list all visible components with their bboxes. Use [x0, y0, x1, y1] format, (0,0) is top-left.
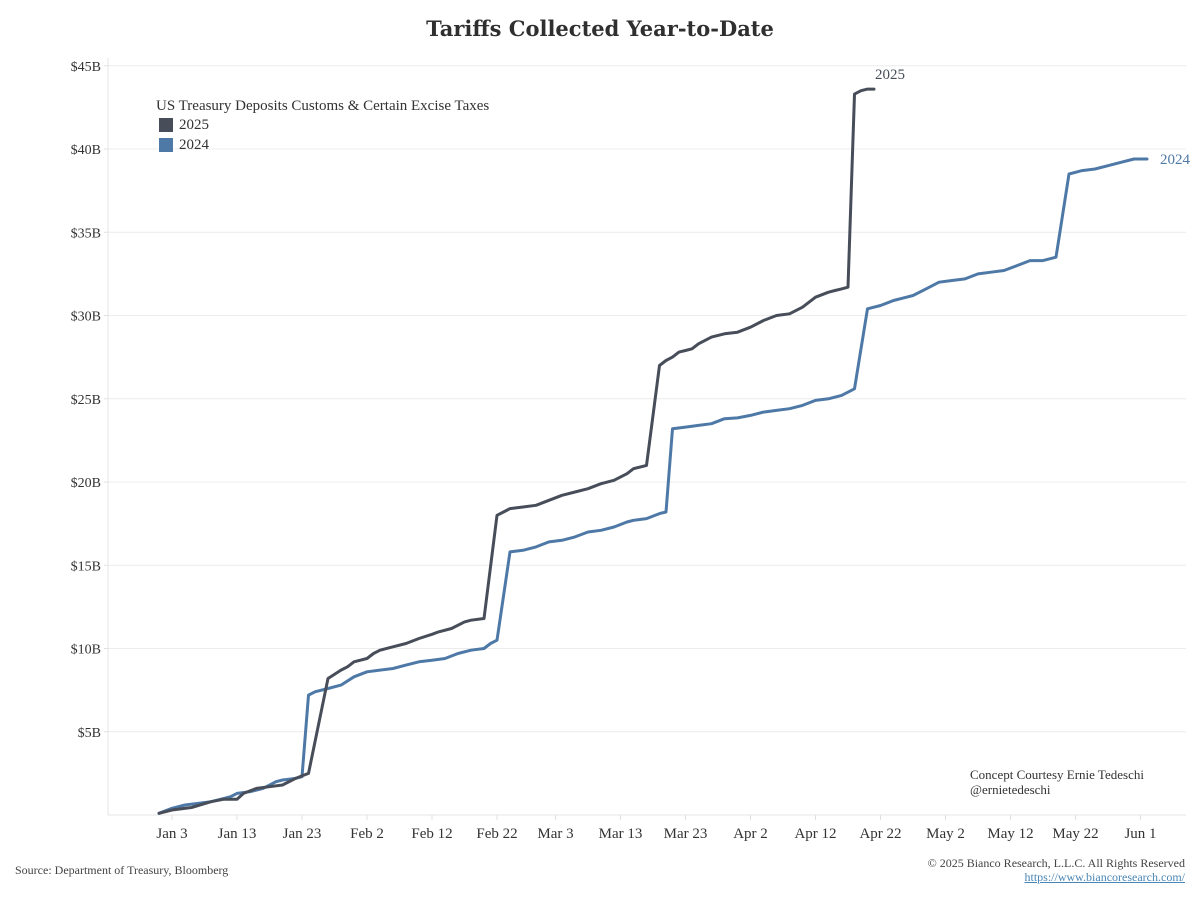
x-tick-label: Feb 2	[350, 826, 384, 842]
end-label-2024: 2024	[1160, 152, 1191, 168]
x-tick-label: Apr 12	[794, 826, 836, 842]
y-tick-label: $45B	[71, 60, 101, 75]
x-tick-label: Jan 23	[283, 826, 322, 842]
legend-item-2024[interactable]: 2024	[156, 135, 489, 155]
x-tick-label: Mar 23	[664, 826, 708, 842]
legend-swatch-2025	[159, 118, 173, 132]
legend: US Treasury Deposits Customs & Certain E…	[156, 98, 489, 155]
copyright-block: © 2025 Bianco Research, L.L.C. All Right…	[928, 856, 1185, 884]
legend-swatch-2024	[159, 138, 173, 152]
x-tick-label: Apr 22	[859, 826, 901, 842]
x-tick-label: Jun 1	[1124, 826, 1156, 842]
legend-item-2025[interactable]: 2025	[156, 115, 489, 135]
axes	[107, 58, 1186, 816]
x-tick-label: May 2	[926, 826, 965, 842]
x-tick-label: Mar 3	[537, 826, 573, 842]
x-tick-label: Mar 13	[599, 826, 643, 842]
website-link[interactable]: https://www.biancoresearch.com/	[1024, 870, 1185, 884]
x-tick-label: Feb 22	[476, 826, 517, 842]
legend-label-2025: 2025	[179, 116, 209, 133]
y-tick-label: $10B	[71, 643, 101, 658]
series-lines	[157, 87, 1149, 815]
y-tick-label: $40B	[71, 143, 101, 158]
y-tick-label: $5B	[78, 726, 101, 741]
legend-label-2024: 2024	[179, 136, 209, 153]
y-tick-label: $25B	[71, 393, 101, 408]
y-tick-label: $15B	[71, 559, 101, 574]
x-tick-label: Jan 13	[218, 826, 257, 842]
x-tick-label: May 22	[1052, 826, 1098, 842]
x-tick-label: Feb 12	[411, 826, 452, 842]
y-tick-label: $35B	[71, 226, 101, 241]
gridlines	[108, 65, 1186, 733]
x-tick-label: Apr 2	[733, 826, 768, 842]
source-note: Source: Department of Treasury, Bloomber…	[15, 863, 229, 877]
credit-line-2: @ernietedeschi	[970, 782, 1051, 797]
concept-credit: Concept Courtesy Ernie Tedeschi @erniete…	[970, 767, 1144, 797]
credit-line-1: Concept Courtesy Ernie Tedeschi	[970, 767, 1144, 782]
chart-title: Tariffs Collected Year-to-Date	[426, 16, 774, 41]
series-end-labels: 2025 2024	[875, 67, 1191, 168]
y-tick-label: $20B	[71, 476, 101, 491]
copyright-text: © 2025 Bianco Research, L.L.C. All Right…	[927, 856, 1185, 870]
x-tick-label: May 12	[987, 826, 1033, 842]
legend-title: US Treasury Deposits Customs & Certain E…	[156, 98, 490, 114]
series-line-2024	[157, 157, 1149, 815]
x-tick-label: Jan 3	[156, 826, 187, 842]
x-axis-ticks: Jan 3 Jan 13 Jan 23 Feb 2 Feb 12 Feb 22 Mar 3 M…	[156, 815, 1157, 842]
end-label-2025: 2025	[875, 67, 905, 83]
y-axis-ticks: $5B $10B $15B $20B $25B $30B $35B $40B $45B	[71, 60, 108, 741]
y-tick-label: $30B	[71, 310, 101, 325]
series-line-2025	[157, 87, 876, 815]
